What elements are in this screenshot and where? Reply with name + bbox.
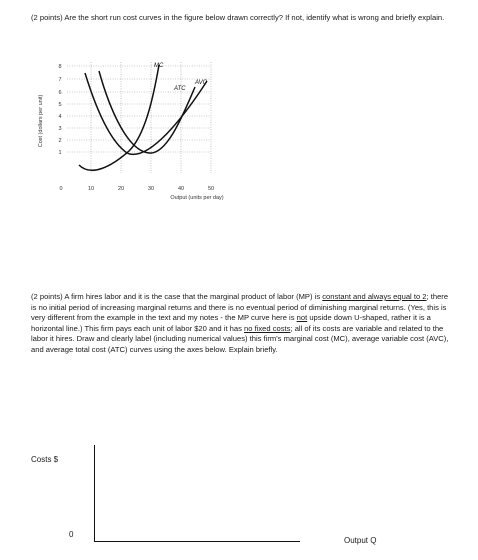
q2-text-part: ; all of its costs are variable and rela… — [31, 323, 449, 354]
answer-y-axis — [94, 445, 95, 542]
question-2-text: (2 points) A firm hires labor and it is … — [31, 292, 449, 356]
q2-underlined-not: not — [296, 313, 308, 323]
mc-label: MC — [154, 63, 164, 69]
x-tick-label: 10 — [88, 186, 94, 192]
y-tick-label: 8 — [58, 64, 61, 70]
y-tick-label: 7 — [58, 77, 61, 83]
cost-curves-chart: Cost (dollars per unit) 8 7 6 5 4 — [38, 62, 224, 201]
q2-underlined-no-fixed-costs: no fixed costs — [244, 323, 291, 333]
answer-x-axis — [94, 541, 300, 542]
x-tick-label: 30 — [148, 186, 154, 192]
avc-curve — [84, 72, 208, 156]
x-tick-label: 20 — [118, 186, 124, 192]
y-tick-label: 5 — [58, 102, 61, 108]
x-tick-label: 50 — [208, 186, 214, 192]
y-tick-label: 6 — [58, 90, 61, 96]
question-1-text: (2 points) Are the short run cost curves… — [31, 13, 445, 22]
x-tick-label: 0 — [59, 186, 62, 192]
cost-curves-figure: Cost (dollars per unit) 8 7 6 5 4 — [29, 55, 249, 220]
horizontal-gridlines — [67, 65, 211, 153]
y-axis-label: Cost (dollars per unit) — [38, 95, 44, 148]
x-tick-label: 40 — [178, 186, 184, 192]
costs-axis-label: Costs $ — [31, 455, 59, 464]
y-tick-label: 1 — [58, 150, 61, 156]
output-axis-label: Output Q — [344, 536, 377, 545]
q2-text-part: (2 points) A firm hires labor and it is … — [31, 292, 323, 301]
atc-label: ATC — [173, 86, 186, 92]
y-tick-label: 4 — [58, 114, 61, 120]
mc-curve — [78, 64, 160, 171]
x-axis-label: Output (units per day) — [170, 195, 223, 201]
vertical-gridlines — [90, 62, 212, 173]
q2-underlined-constant-mp: constant and always equal to 2 — [322, 292, 427, 301]
q2-text-part: ; there is no initial period of increasi… — [31, 292, 449, 323]
atc-curve — [98, 70, 196, 154]
y-tick-label: 3 — [58, 126, 61, 132]
q2-text-part: upside down U-shaped, rather it is a hor… — [31, 313, 431, 333]
avc-label: AVC — [194, 80, 208, 86]
origin-label: 0 — [69, 530, 74, 539]
y-tick-label: 2 — [58, 138, 61, 144]
